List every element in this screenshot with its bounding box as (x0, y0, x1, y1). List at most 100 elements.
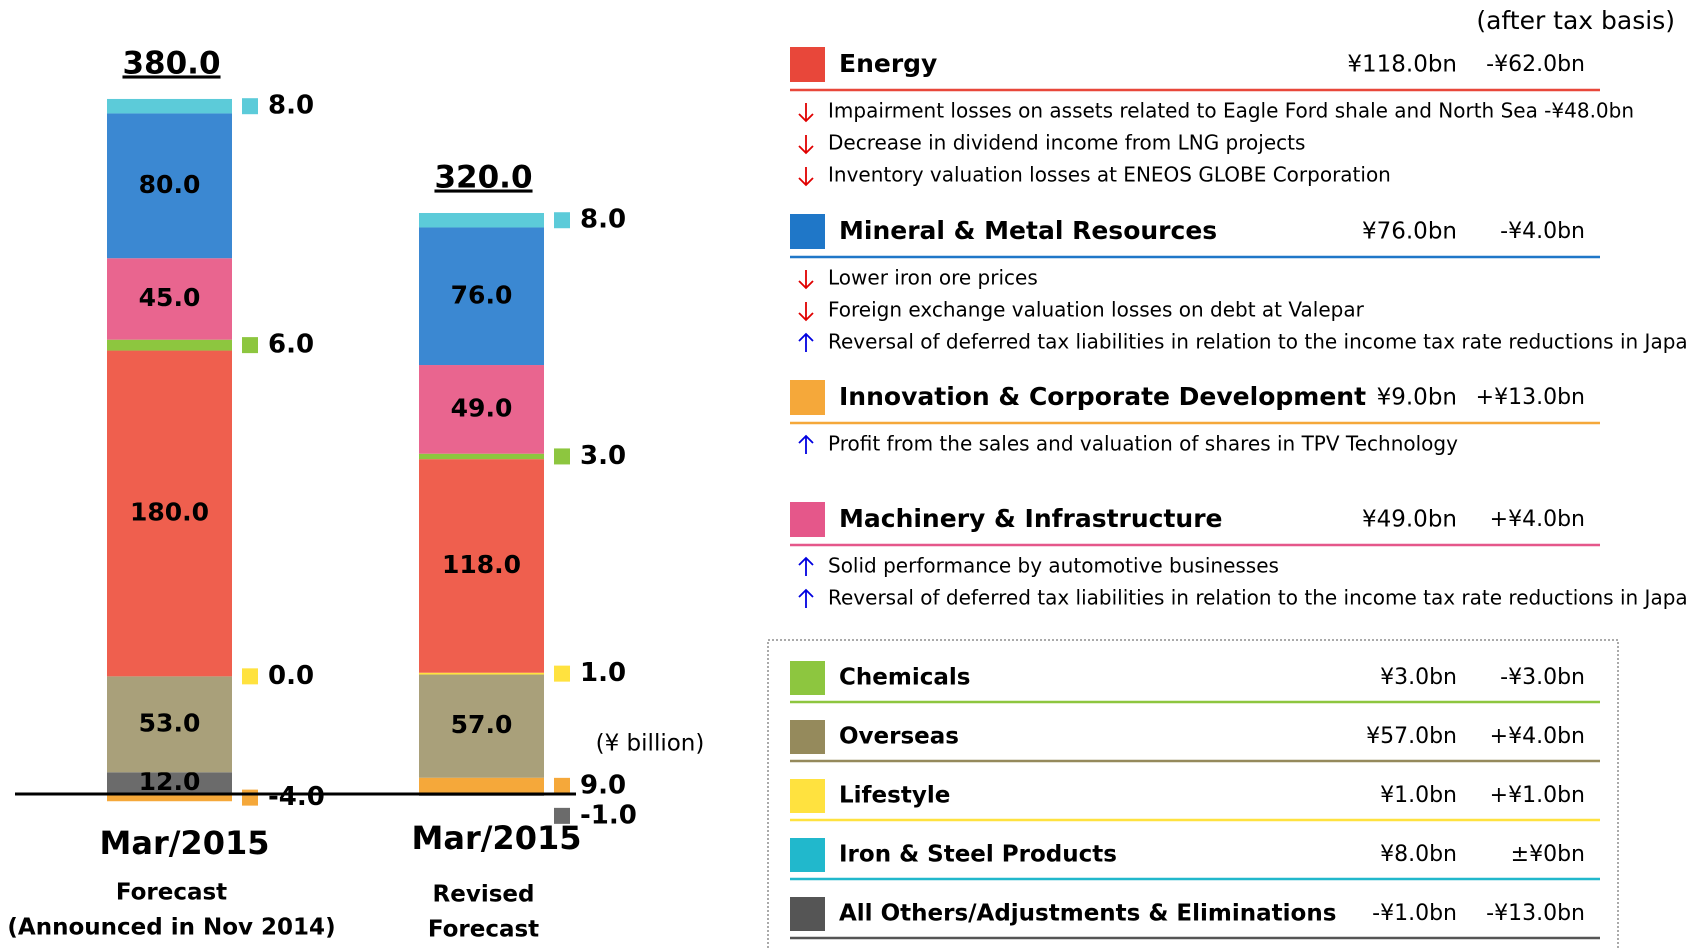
arrow-path (798, 167, 814, 187)
bar-segment (419, 674, 544, 778)
label-swatch (554, 777, 570, 794)
label-swatch (554, 212, 570, 229)
arrow-up (798, 332, 814, 352)
segment-label: 57.0 (451, 710, 513, 739)
bar-segment (419, 212, 544, 228)
arrow-down (798, 302, 814, 322)
bar-segment (419, 672, 544, 675)
arrow-down (798, 103, 814, 123)
total-label: 380.0 (122, 45, 220, 81)
note: (after tax basis) (1476, 6, 1675, 35)
arrow-path (798, 302, 814, 322)
bullet-text: Reversal of deferred tax liabilities in … (828, 330, 1688, 354)
segment-swatch (790, 661, 825, 695)
segment-amount: ¥118.0bn (1347, 52, 1457, 78)
arrow-down (798, 270, 814, 290)
arrow-path (798, 103, 814, 123)
segment-label: 180.0 (130, 497, 209, 526)
bar-segment (107, 676, 232, 773)
segment-amount: ¥8.0bn (1380, 842, 1457, 867)
segment-change: +¥4.0bn (1490, 507, 1585, 532)
bullet-text: Foreign exchange valuation losses on deb… (828, 298, 1365, 322)
segment-amount: -¥1.0bn (1372, 901, 1457, 926)
segment-change: +¥13.0bn (1476, 385, 1585, 410)
bullet-text: Decrease in dividend income from LNG pro… (828, 131, 1305, 155)
segment-change: -¥62.0bn (1486, 52, 1585, 77)
label-swatch (242, 337, 258, 354)
label-swatch (554, 448, 570, 465)
segment-label: 80.0 (139, 170, 201, 199)
label-swatch (554, 665, 570, 682)
segment-amount: ¥3.0bn (1380, 665, 1457, 690)
segment-change: -¥4.0bn (1500, 219, 1585, 244)
segment-amount: ¥49.0bn (1362, 507, 1457, 533)
segment-label: -1.0 (580, 800, 637, 830)
arrow-path (798, 270, 814, 290)
segment-swatch (790, 214, 825, 249)
segment-amount: ¥1.0bn (1380, 783, 1457, 808)
segment-name: Overseas (839, 724, 959, 750)
arrow-path (798, 556, 814, 576)
segment-change: -¥3.0bn (1500, 665, 1585, 690)
label-swatch (242, 668, 258, 685)
segment-swatch (790, 502, 825, 537)
bar-segment (419, 459, 544, 673)
arrow-path (798, 588, 814, 608)
segment-name: Mineral & Metal Resources (839, 216, 1217, 245)
segment-label: 53.0 (139, 708, 201, 737)
bullet-text: Solid performance by automotive business… (828, 554, 1279, 578)
segment-label: 49.0 (451, 393, 513, 422)
total-label: 320.0 (434, 159, 532, 195)
segment-swatch (790, 838, 825, 872)
category-sublabel: (Announced in Nov 2014) (7, 915, 335, 941)
segment-amount: ¥76.0bn (1362, 219, 1457, 245)
segment-label: 3.0 (580, 441, 626, 471)
bullet-text: Impairment losses on assets related to E… (828, 99, 1634, 123)
bullet-text: Lower iron ore prices (828, 266, 1038, 290)
bar-segment (419, 777, 544, 794)
segment-change: -¥13.0bn (1486, 901, 1585, 926)
segment-label: 45.0 (139, 283, 201, 312)
segment-name: All Others/Adjustments & Eliminations (839, 901, 1336, 927)
segment-label: 76.0 (451, 280, 513, 309)
segment-label: 1.0 (580, 658, 626, 688)
segment-swatch (790, 897, 825, 931)
segment-label: 0.0 (268, 661, 314, 691)
category-label: Mar/2015 (100, 824, 270, 862)
segment-amount: ¥57.0bn (1366, 724, 1457, 749)
bar-segment (107, 350, 232, 677)
segment-swatch (790, 380, 825, 415)
arrow-down (798, 135, 814, 155)
bullet-text: Inventory valuation losses at ENEOS GLOB… (828, 163, 1391, 187)
arrow-up (798, 588, 814, 608)
bar-segment (419, 453, 544, 460)
label-swatch (242, 789, 258, 806)
segment-name: Iron & Steel Products (839, 842, 1117, 868)
segment-name: Chemicals (839, 665, 970, 691)
label-swatch (242, 98, 258, 115)
segment-name: Lifestyle (839, 783, 950, 809)
segment-swatch (790, 779, 825, 813)
segment-name: Energy (839, 49, 937, 78)
segment-change: +¥4.0bn (1490, 724, 1585, 749)
bar-segment (107, 339, 232, 351)
arrow-path (798, 332, 814, 352)
arrow-up (798, 556, 814, 576)
segment-change: +¥1.0bn (1490, 783, 1585, 808)
bar-segment (107, 258, 232, 340)
arrow-down (798, 167, 814, 187)
segment-swatch (790, 47, 825, 82)
arrow-path (798, 135, 814, 155)
segment-amount: ¥9.0bn (1377, 385, 1457, 411)
bar-segment (107, 98, 232, 114)
bar-segment (419, 227, 544, 366)
category-sublabel: Revised (433, 882, 535, 908)
bar-segment (419, 365, 544, 454)
segment-name: Innovation & Corporate Development (839, 382, 1366, 411)
bullet-text: Reversal of deferred tax liabilities in … (828, 586, 1688, 610)
arrow-up (798, 434, 814, 454)
segment-swatch (790, 720, 825, 754)
segment-name: Machinery & Infrastructure (839, 504, 1223, 533)
bar-segment (107, 113, 232, 259)
arrow-path (798, 434, 814, 454)
